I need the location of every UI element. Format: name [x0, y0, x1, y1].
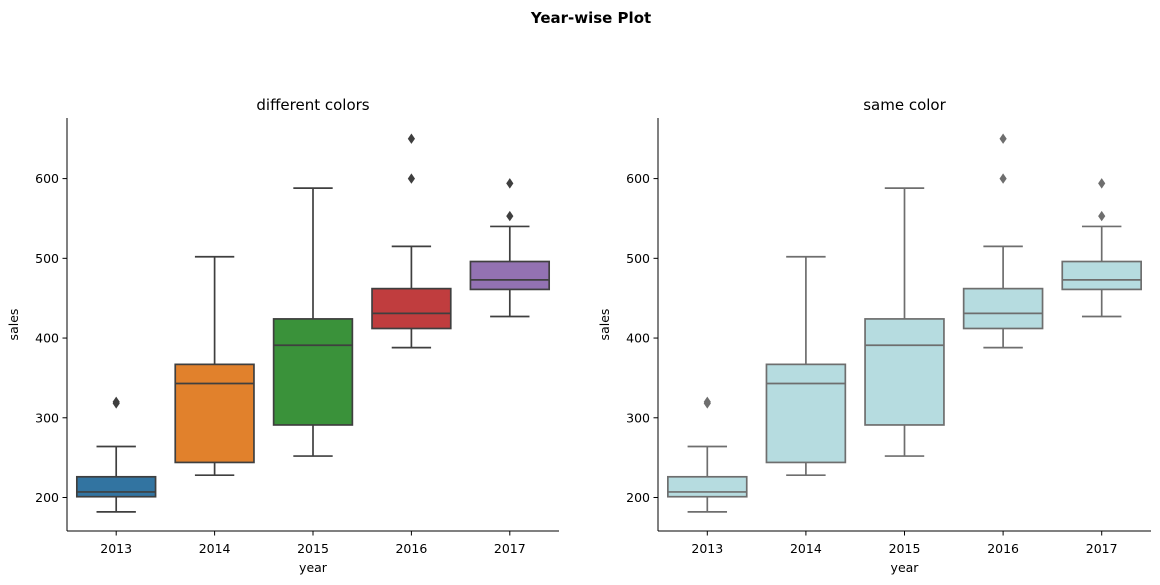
y-tick-label: 300	[35, 410, 59, 425]
outlier-point	[703, 396, 711, 408]
y-tick-label: 200	[35, 490, 59, 505]
figure-suptitle: Year-wise Plot	[530, 9, 651, 27]
x-tick-label: 2014	[199, 541, 231, 556]
box-2014	[765, 255, 847, 477]
box-body	[864, 318, 945, 426]
y-tick-label: 400	[35, 331, 59, 346]
subplot-title: same color	[863, 96, 946, 114]
outlier-point	[1098, 210, 1106, 222]
box-body	[667, 475, 748, 498]
box-body	[272, 318, 354, 426]
outlier-point	[506, 178, 514, 189]
y-tick-label: 500	[35, 251, 59, 266]
x-tick-label: 2016	[987, 541, 1019, 556]
subplot-different-colors: different colors 200 300 400 500 600 2013 2014 2…	[6, 96, 559, 575]
outlier-point	[407, 133, 415, 144]
box-2015	[272, 187, 354, 457]
box-body	[75, 475, 157, 498]
subplot-title: different colors	[256, 96, 369, 114]
y-tick-label: 400	[626, 331, 650, 346]
x-tick-label: 2017	[1086, 541, 1118, 556]
subplot-same-color: same color 200 300 400 500 600 2013 2014 2015 201…	[597, 96, 1151, 575]
box-body	[765, 363, 847, 464]
y-axis-label: sales	[597, 309, 612, 341]
x-axis-label: year	[891, 560, 920, 575]
x-tick-label: 2016	[395, 541, 427, 556]
y-axis-label: sales	[6, 309, 21, 341]
box-2014	[174, 255, 255, 477]
y-tick-label: 500	[626, 251, 650, 266]
x-tick-label: 2017	[494, 541, 526, 556]
box-2016	[371, 133, 452, 349]
y-tick-label: 200	[626, 490, 650, 505]
x-tick-label: 2014	[790, 541, 822, 556]
outlier-point	[999, 173, 1007, 184]
outlier-point	[407, 173, 415, 184]
box-2017	[469, 178, 551, 318]
box-body	[962, 287, 1044, 330]
y-tick-label: 600	[35, 171, 59, 186]
box-body	[469, 260, 551, 291]
x-axis-label: year	[299, 560, 328, 575]
box-body	[371, 287, 452, 330]
y-tick-label: 600	[626, 171, 650, 186]
x-tick-label: 2015	[297, 541, 329, 556]
outlier-point	[1098, 178, 1106, 189]
box-body	[1061, 260, 1142, 291]
box-2017	[1061, 178, 1142, 318]
box-2015	[864, 187, 945, 457]
box-2013	[667, 396, 748, 513]
outlier-point	[112, 396, 120, 408]
x-tick-label: 2015	[889, 541, 921, 556]
outlier-point	[506, 210, 514, 222]
x-tick-label: 2013	[691, 541, 723, 556]
y-tick-label: 300	[626, 410, 650, 425]
box-2016	[962, 133, 1044, 349]
x-tick-label: 2013	[100, 541, 132, 556]
outlier-point	[999, 133, 1007, 144]
box-body	[174, 363, 255, 464]
box-2013	[75, 396, 157, 513]
